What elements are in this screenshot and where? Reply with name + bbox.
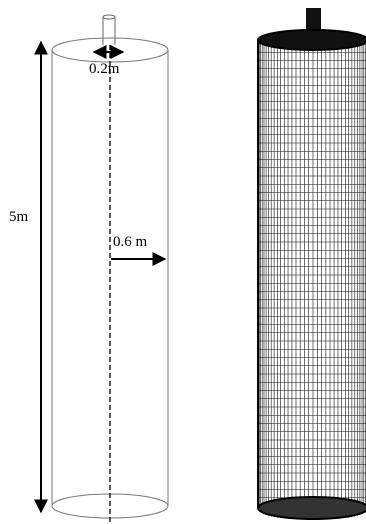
geometry-diagram: 0.2m 5m 0.6 m: [9, 14, 169, 524]
radius-label: 0.6 m: [113, 234, 148, 250]
mesh-diagram: [257, 8, 366, 520]
mesh-bottom-cap: [257, 496, 366, 520]
inlet-pipe: [102, 14, 116, 45]
mesh-body: [258, 30, 366, 520]
mesh-outline: [257, 29, 366, 520]
inlet-diameter-label: 0.2m: [89, 61, 120, 77]
mesh-top-cap: [257, 29, 366, 51]
height-label: 5m: [9, 209, 29, 225]
mesh-inlet-pipe: [306, 8, 321, 36]
